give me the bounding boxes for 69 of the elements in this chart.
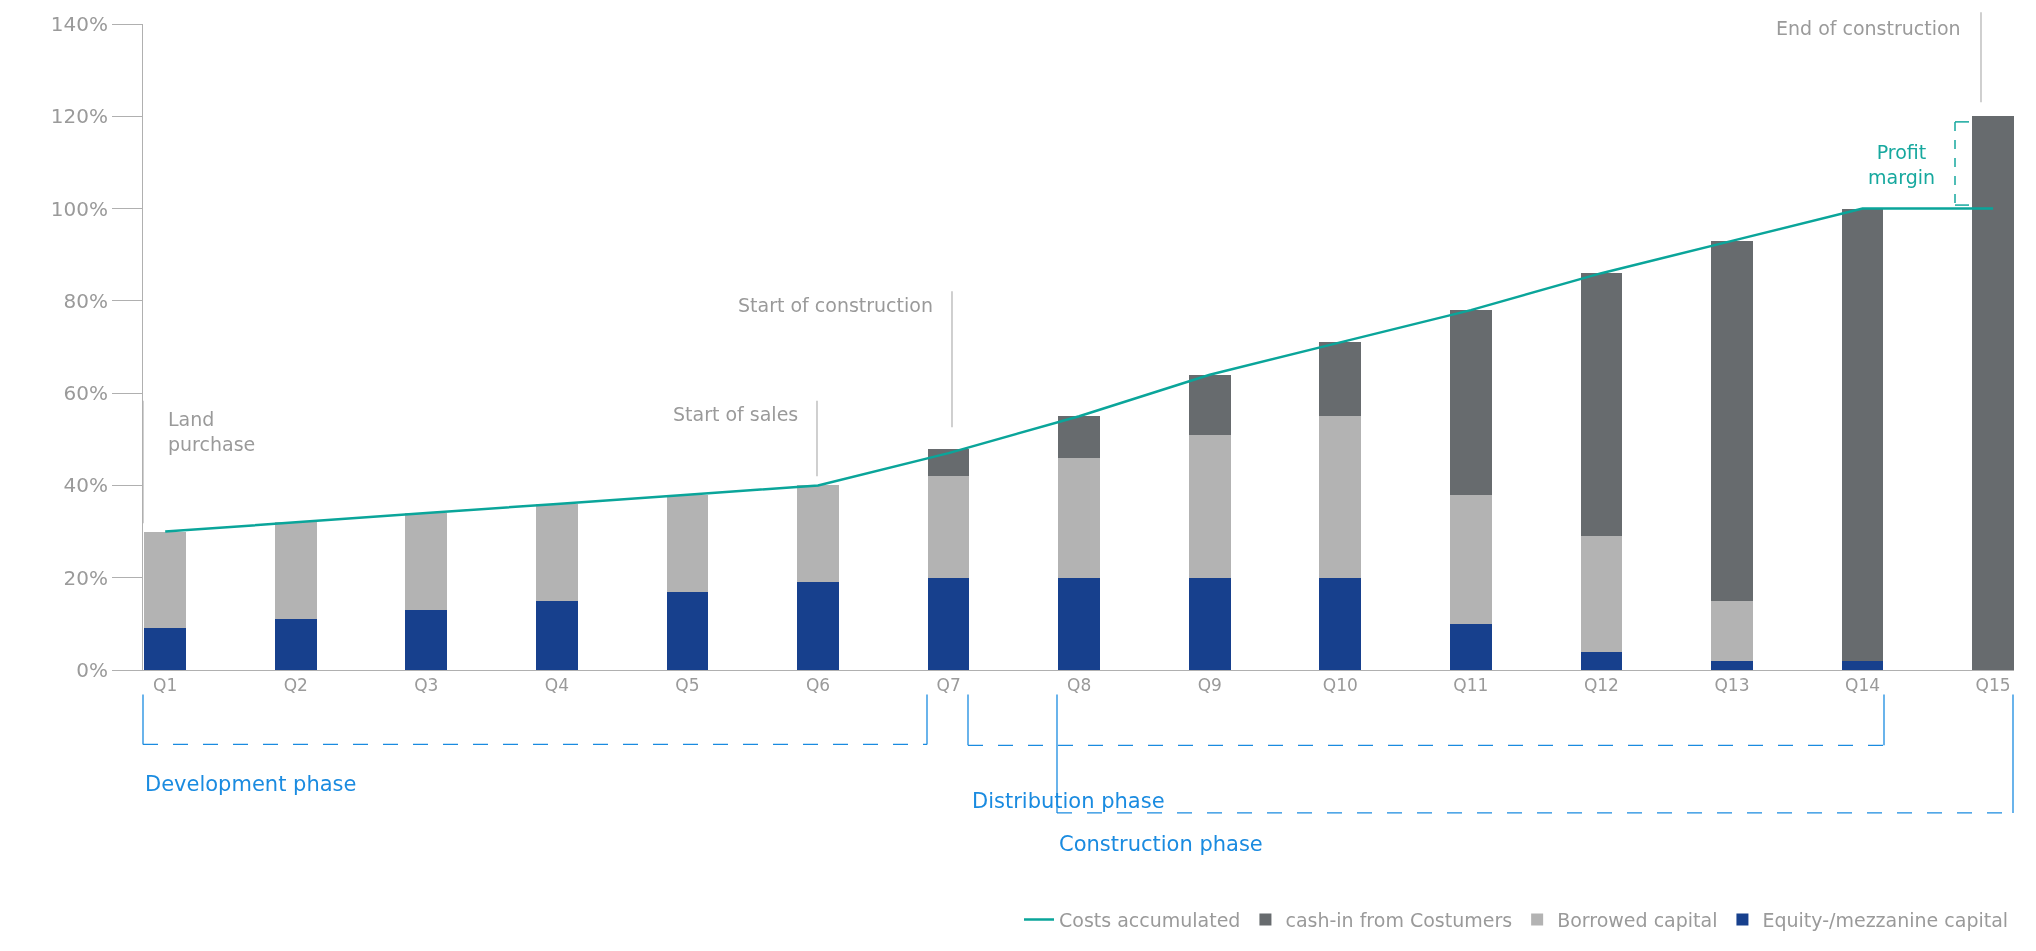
- x-tick-label: Q6: [805, 675, 831, 696]
- y-tick-label: 0%: [76, 658, 108, 682]
- x-tick-label: Q9: [1197, 675, 1222, 696]
- bar: [1449, 310, 1492, 495]
- x-tick-label: Q4: [544, 675, 569, 696]
- bar: [1711, 600, 1753, 661]
- bar: [274, 522, 317, 620]
- text: Construction phase: [1059, 832, 1263, 856]
- bar: [797, 485, 839, 583]
- annotation: Profit margin: [1868, 141, 1936, 188]
- y-tick-label: 140%: [50, 12, 108, 36]
- y-tick-label: 80%: [63, 288, 108, 313]
- x-tick-label: Q13: [1714, 675, 1750, 696]
- bar: [274, 619, 317, 670]
- bar: [1058, 577, 1101, 670]
- x-tick-label: Q15: [1975, 675, 2011, 696]
- bar: [1580, 273, 1623, 537]
- annotation: Start of sales: [673, 403, 799, 425]
- bar: [1449, 494, 1492, 624]
- y-tick-label: 100%: [50, 196, 108, 221]
- bar: [536, 503, 578, 601]
- y-tick-label: 40%: [63, 473, 108, 498]
- bar: [1188, 434, 1231, 578]
- x-tick-label: Q7: [936, 675, 961, 696]
- bar: [405, 513, 448, 611]
- bar: [1319, 577, 1362, 670]
- bar: [1580, 536, 1623, 652]
- bar: [1188, 577, 1231, 670]
- x-tick-label: Q3: [414, 675, 439, 696]
- annotation: End of construction: [1776, 17, 1961, 39]
- x-tick-label: Q5: [675, 675, 700, 696]
- x-tick-label: Q12: [1583, 675, 1619, 696]
- bar: [1711, 240, 1753, 601]
- bar: [666, 591, 709, 670]
- bar: [144, 628, 187, 670]
- annotation: Land purchase: [168, 408, 256, 455]
- y-tick-label: 20%: [63, 565, 108, 590]
- y-tick-label: 120%: [50, 104, 108, 129]
- bar: [1841, 208, 1884, 661]
- bar: [536, 600, 578, 670]
- bar: [1972, 116, 2014, 670]
- legend-label: Costs accumulated: [1059, 908, 1241, 931]
- y-tick-label: 60%: [63, 381, 108, 406]
- annotation: Start of construction: [738, 294, 933, 316]
- x-tick-label: Q11: [1453, 675, 1489, 696]
- bar: [1711, 660, 1753, 670]
- x-tick-label: Q10: [1322, 675, 1358, 696]
- x-tick-label: Q14: [1845, 675, 1881, 696]
- x-tick-label: Q1: [153, 675, 178, 696]
- bar: [666, 494, 709, 592]
- bar: [927, 577, 970, 670]
- bar: [1449, 623, 1492, 670]
- bar: [405, 610, 448, 670]
- bar: [1580, 651, 1623, 670]
- bar: [1188, 374, 1231, 435]
- bar: [1058, 416, 1101, 458]
- bar: [927, 476, 970, 578]
- x-tick-label: Q8: [1067, 675, 1092, 696]
- bar: [1058, 457, 1101, 578]
- legend-label: Equity-/mezzanine capital: [1762, 908, 2009, 931]
- text: Development phase: [145, 772, 357, 796]
- line-series: [163, 207, 1995, 533]
- bar: [797, 582, 839, 670]
- bar: [1319, 416, 1362, 578]
- legend-label: cash-in from Costumers: [1285, 908, 1513, 931]
- legend-label: Borrowed capital: [1557, 908, 1718, 931]
- x-tick-label: Q2: [283, 675, 308, 696]
- bar: [1841, 660, 1884, 670]
- bar: [1319, 342, 1362, 417]
